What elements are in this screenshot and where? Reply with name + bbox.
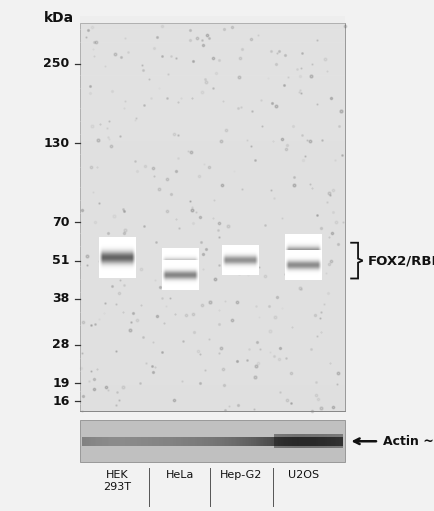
Bar — [80, 371, 345, 379]
Bar — [80, 246, 345, 253]
Text: HeLa: HeLa — [166, 470, 194, 480]
Bar — [80, 240, 345, 247]
Bar — [80, 365, 345, 372]
Bar — [80, 420, 345, 462]
Bar — [80, 299, 345, 306]
Bar — [80, 332, 345, 339]
Bar — [80, 62, 345, 69]
Text: 16: 16 — [52, 394, 69, 408]
Bar — [80, 180, 345, 188]
Bar — [80, 385, 345, 391]
Bar — [80, 161, 345, 168]
Bar — [80, 200, 345, 207]
Bar — [80, 280, 345, 286]
Text: 38: 38 — [52, 292, 69, 306]
Bar — [80, 108, 345, 115]
Text: kDa: kDa — [43, 11, 73, 25]
Bar — [80, 391, 345, 398]
Text: 51: 51 — [52, 254, 69, 267]
Bar — [80, 128, 345, 135]
Text: Hep-G2: Hep-G2 — [220, 470, 262, 480]
Bar — [80, 398, 345, 405]
Bar — [80, 220, 345, 227]
Bar — [80, 134, 345, 142]
Bar — [80, 187, 345, 194]
Bar — [80, 306, 345, 313]
Bar — [80, 286, 345, 293]
Text: FOX2/RBM9: FOX2/RBM9 — [368, 254, 434, 267]
Bar — [80, 42, 345, 50]
Bar — [80, 82, 345, 89]
Bar — [80, 273, 345, 280]
Text: 28: 28 — [52, 338, 69, 352]
Bar — [80, 102, 345, 108]
Text: 130: 130 — [43, 136, 69, 150]
Bar — [80, 292, 345, 299]
Text: 19: 19 — [52, 377, 69, 390]
Bar — [80, 194, 345, 201]
Bar — [80, 352, 345, 359]
Bar — [80, 404, 345, 411]
Bar — [80, 148, 345, 155]
Bar — [80, 95, 345, 102]
Bar — [80, 227, 345, 234]
Text: 70: 70 — [52, 216, 69, 229]
Bar — [80, 36, 345, 43]
Bar — [80, 168, 345, 174]
Bar — [80, 253, 345, 260]
Text: 250: 250 — [43, 57, 69, 71]
Bar — [80, 260, 345, 267]
Bar — [80, 174, 345, 181]
Bar — [80, 56, 345, 62]
Text: Actin ~42 kDa: Actin ~42 kDa — [383, 435, 434, 448]
Bar — [80, 207, 345, 214]
Bar — [80, 358, 345, 365]
Text: HEK
293T: HEK 293T — [103, 470, 131, 492]
Bar — [80, 326, 345, 332]
Bar — [80, 16, 345, 23]
Bar — [80, 233, 345, 240]
Bar — [80, 312, 345, 319]
Bar — [80, 154, 345, 161]
Bar — [80, 345, 345, 352]
Bar — [80, 75, 345, 82]
Bar — [80, 22, 345, 30]
Bar — [80, 68, 345, 76]
Bar — [80, 319, 345, 326]
Bar — [80, 214, 345, 220]
Bar — [80, 378, 345, 385]
Bar — [80, 339, 345, 345]
Bar — [80, 141, 345, 148]
Bar — [80, 115, 345, 122]
Bar — [80, 29, 345, 36]
Bar — [80, 121, 345, 128]
Bar — [80, 266, 345, 273]
Bar — [80, 88, 345, 96]
Text: U2OS: U2OS — [288, 470, 319, 480]
Bar — [80, 49, 345, 56]
Bar — [80, 23, 345, 411]
